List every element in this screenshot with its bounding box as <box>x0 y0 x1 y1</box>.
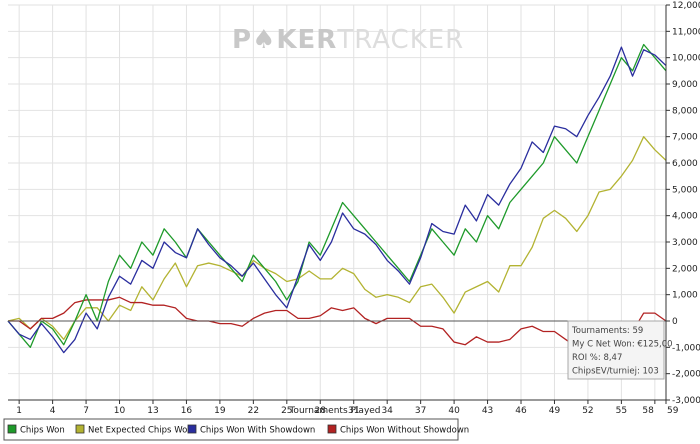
tooltip: Tournaments: 59 My C Net Won: €125,00 ROI … <box>567 320 673 380</box>
y-tick-label: 3,000 <box>672 238 698 248</box>
watermark-part-2: KER <box>276 25 337 55</box>
tooltip-line: ROI %: 8,47 <box>572 353 622 363</box>
x-tick-label: 34 <box>381 406 393 416</box>
x-tick-label: 7 <box>83 406 89 416</box>
y-tick-label: 11,000 <box>672 27 700 37</box>
y-tick-label: 9,000 <box>672 80 698 90</box>
x-tick-label: 52 <box>582 406 593 416</box>
legend-label: Chips Won <box>20 426 65 436</box>
tooltip-box <box>567 320 665 380</box>
legend-label: Chips Won Without Showdown <box>340 426 469 436</box>
x-tick-label: 25 <box>281 406 292 416</box>
y-tick-label: -2,000 <box>672 370 700 380</box>
y-tick-label: 5,000 <box>672 185 698 195</box>
legend-box <box>3 418 459 441</box>
x-tick-label: 1 <box>16 406 22 416</box>
x-tick-label: 55 <box>616 406 627 416</box>
y-tick-label: 8,000 <box>672 106 698 116</box>
x-tick-label: 37 <box>415 406 426 416</box>
x-tick-label: 46 <box>515 406 527 416</box>
legend: Chips Won Net Expected Chips Won Chips Won… <box>3 418 469 441</box>
axes <box>8 4 670 404</box>
y-tick-label: 4,000 <box>672 212 698 222</box>
x-tick-label: 22 <box>248 406 259 416</box>
series-line-1 <box>7 43 667 348</box>
watermark-part-3: TRACKER <box>336 25 464 55</box>
series-line-4 <box>8 296 667 348</box>
legend-swatch <box>75 424 85 434</box>
watermark-part-1: P <box>232 25 252 55</box>
series-line-2 <box>7 136 667 341</box>
x-tick-label: 58 <box>642 406 654 416</box>
tooltip-line: My C Net Won: €125,00 <box>572 340 673 350</box>
legend-swatch <box>7 424 17 434</box>
watermark: P♠KERTRACKER <box>232 25 464 55</box>
x-tick-labels: 1 4 7 10 13 16 19 22 25 28 31 34 37 40 43 46 49 52 55 58 59 <box>16 406 678 416</box>
x-tick-label: 49 <box>549 406 561 416</box>
series-line-3 <box>7 46 667 354</box>
x-tick-label: 19 <box>214 406 226 416</box>
x-axis-title: Tournaments Played <box>288 406 380 416</box>
x-tick-label: 28 <box>315 406 327 416</box>
tooltip-line: ChipsEV/turniej: 103 <box>572 367 659 377</box>
y-tick-label: 7,000 <box>672 133 698 143</box>
watermark-spade-icon: ♠ <box>252 25 276 55</box>
legend-label: Net Expected Chips Won <box>88 426 193 436</box>
y-tick-label: -3,000 <box>672 396 700 406</box>
legend-swatch <box>327 424 337 434</box>
y-tick-labels: -3,000 -2,000 -1,000 0 1,000 2,000 3,000 4,000 5… <box>672 1 700 406</box>
x-tick-label: 4 <box>50 406 56 416</box>
x-tick-label: 40 <box>448 406 460 416</box>
series-layer <box>7 43 667 354</box>
y-tick-label: 10,000 <box>672 54 700 64</box>
tooltip-line: Tournaments: 59 <box>571 326 643 336</box>
legend-swatch <box>187 424 197 434</box>
y-tick-label: 0 <box>672 317 678 327</box>
y-tick-label: 6,000 <box>672 159 698 169</box>
x-tick-label: 59 <box>667 406 679 416</box>
x-tick-label: 31 <box>348 406 359 416</box>
x-tick-label: 16 <box>181 406 193 416</box>
x-tick-label: 10 <box>114 406 126 416</box>
x-tick-label: 43 <box>482 406 493 416</box>
y-tick-label: 12,000 <box>672 1 700 11</box>
y-tick-label: 2,000 <box>672 264 698 274</box>
legend-label: Chips Won With Showdown <box>200 426 315 436</box>
x-tick-label: 13 <box>147 406 158 416</box>
y-tick-label: 1,000 <box>672 291 698 301</box>
y-tick-label: -1,000 <box>672 343 700 353</box>
